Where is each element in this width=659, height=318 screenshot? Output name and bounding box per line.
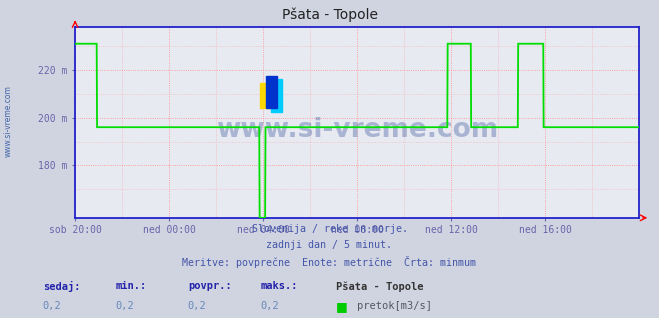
Text: 0,2: 0,2 bbox=[115, 301, 134, 310]
Text: Meritve: povprečne  Enote: metrične  Črta: minmum: Meritve: povprečne Enote: metrične Črta:… bbox=[183, 256, 476, 268]
Text: Pšata - Topole: Pšata - Topole bbox=[281, 8, 378, 23]
Text: 0,2: 0,2 bbox=[188, 301, 206, 310]
Text: ■: ■ bbox=[336, 301, 348, 314]
Text: maks.:: maks.: bbox=[260, 281, 298, 291]
Polygon shape bbox=[272, 80, 282, 112]
Text: zadnji dan / 5 minut.: zadnji dan / 5 minut. bbox=[266, 240, 393, 250]
Text: povpr.:: povpr.: bbox=[188, 281, 231, 291]
Text: 0,2: 0,2 bbox=[260, 301, 279, 310]
Text: pretok[m3/s]: pretok[m3/s] bbox=[357, 301, 432, 310]
Polygon shape bbox=[260, 83, 273, 108]
Text: www.si-vreme.com: www.si-vreme.com bbox=[3, 85, 13, 157]
Polygon shape bbox=[266, 76, 277, 108]
Text: Pšata - Topole: Pšata - Topole bbox=[336, 281, 424, 292]
Text: min.:: min.: bbox=[115, 281, 146, 291]
Text: sedaj:: sedaj: bbox=[43, 281, 80, 293]
Text: www.si-vreme.com: www.si-vreme.com bbox=[216, 117, 498, 143]
Text: Slovenija / reke in morje.: Slovenija / reke in morje. bbox=[252, 224, 407, 234]
Text: 0,2: 0,2 bbox=[43, 301, 61, 310]
